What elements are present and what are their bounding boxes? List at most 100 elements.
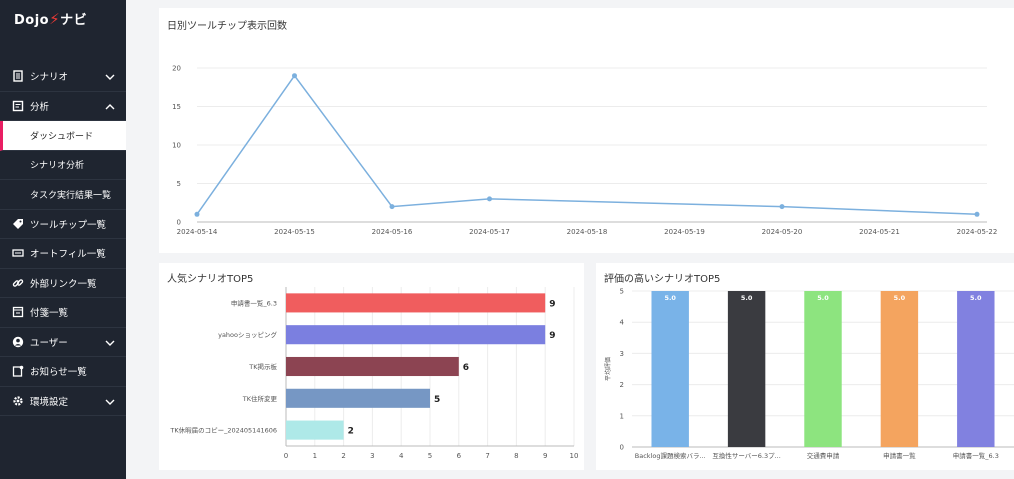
bar-chart: 0 1 2 3 4 5 6 7 8 9 10 申請書一覧_6.3 9 yahooショッピング 9 TK掲示板 6… (169, 287, 579, 460)
bar (651, 291, 689, 447)
value-label: 5.0 (664, 294, 676, 302)
chevron-up-icon[interactable] (104, 101, 116, 113)
sidebar-item-scenario[interactable]: シナリオ (0, 62, 126, 92)
value-label: 5.0 (970, 294, 982, 302)
bar (880, 291, 919, 447)
y-tick-label: 0 (620, 444, 624, 452)
data-point (487, 196, 492, 202)
bar (286, 325, 546, 345)
x-tick-label: 10 (570, 452, 579, 460)
x-tick-label: 2024-05-22 (957, 228, 998, 236)
y-tick-label: 2 (620, 381, 624, 389)
user-circle-icon (11, 335, 24, 348)
report-icon (11, 99, 24, 112)
value-label: 6 (463, 363, 469, 373)
x-tick-label: 2024-05-18 (567, 228, 608, 236)
category-label: 申請書一覧 (883, 451, 916, 460)
logo-suffix: ナビ (60, 13, 88, 28)
value-label: 5.0 (741, 294, 753, 302)
category-label: 互換性サーバー6.3プ... (712, 451, 780, 460)
y-tick-label: 5 (177, 180, 181, 188)
sidebar-item-settings[interactable]: 環境設定 (0, 387, 126, 416)
sidebar-item-autofill[interactable]: オートフィル一覧 (0, 239, 126, 269)
y-axis-title: 平均評価 (604, 357, 612, 381)
x-tick-label: 2024-05-17 (469, 228, 510, 236)
x-tick-label: 2024-05-14 (177, 228, 218, 236)
x-tick-label: 2024-05-21 (859, 228, 900, 236)
value-label: 5.0 (817, 294, 829, 302)
sidebar-item-label: オートフィル一覧 (30, 249, 106, 261)
sidebar-item-tooltips[interactable]: ツールチップ一覧 (0, 210, 126, 239)
sidebar-item-notices[interactable]: お知らせ一覧 (0, 357, 126, 387)
rating-chart-card: 評価の高いシナリオTOP5 0 1 2 3 4 5 平均評価 5.0 Backlog課題検索バラ… (596, 263, 1014, 470)
bar (286, 293, 546, 313)
chevron-down-icon[interactable] (104, 396, 116, 408)
data-point (389, 204, 395, 210)
x-tick-label: 2024-05-15 (274, 228, 315, 236)
bar (286, 356, 459, 377)
x-tick-label: 2024-05-16 (372, 228, 413, 236)
y-tick-label: 3 (620, 350, 624, 358)
x-tick-label: 4 (399, 452, 404, 460)
sidebar-item-label: ツールチップ一覧 (30, 219, 107, 231)
bar-chart-card: 人気シナリオTOP5 0 1 2 3 4 5 6 7 8 9 10 申請書一覧_6.3 9 yahooショ… (159, 263, 584, 470)
x-tick-label: 7 (485, 452, 489, 460)
sidebar-item-label: 分析 (30, 101, 50, 113)
category-label: Backlog課題検索バラ... (635, 451, 706, 460)
bar (957, 291, 995, 447)
data-point (779, 204, 785, 210)
y-tick-label: 20 (172, 65, 181, 73)
sidebar-subitem-scenario-analysis[interactable]: シナリオ分析 (0, 151, 126, 180)
bar (286, 388, 430, 408)
sidebar-item-label: 環境設定 (30, 396, 69, 408)
category-label: 申請書一覧_6.3 (953, 451, 999, 460)
y-tick-label: 5 (620, 288, 624, 296)
chevron-down-icon[interactable] (104, 71, 116, 83)
sidebar-item-label: 付箋一覧 (30, 308, 69, 320)
logo-text: Dojo (14, 13, 50, 28)
sidebar-item-analysis[interactable]: 分析 (0, 92, 126, 121)
sidebar-item-sticky-notes[interactable]: 付箋一覧 (0, 298, 126, 328)
category-label: TK休暇届のコピー_202405141606 (169, 426, 277, 435)
sidebar-subitem-task-results[interactable]: タスク実行結果一覧 (0, 180, 126, 210)
line-chart: 0 5 10 15 20 2024-05-14 2024-05-15 2024-05-16 20… (172, 65, 998, 237)
link-icon (11, 276, 24, 289)
sidebar-item-label: 外部リンク一覧 (30, 278, 97, 290)
sidebar-item-label: シナリオ (30, 72, 69, 84)
category-label: TK掲示板 (248, 362, 277, 371)
sidebar-item-users[interactable]: ユーザー (0, 328, 126, 357)
bar (804, 291, 842, 447)
data-point (292, 73, 297, 79)
line-chart-title: 日別ツールチップ表示回数 (167, 21, 287, 32)
tag-icon (11, 217, 24, 230)
category-label: 交通費申請 (807, 451, 840, 460)
y-tick-label: 4 (620, 319, 625, 327)
category-label: TK住所変更 (242, 394, 278, 403)
notice-icon (11, 365, 24, 378)
app-logo[interactable]: Dojo⚡ナビ (14, 9, 87, 28)
x-tick-label: 3 (370, 452, 374, 460)
logo-mark: ⚡ (49, 10, 61, 28)
x-tick-label: 5 (428, 452, 432, 460)
line-chart-card: 日別ツールチップ表示回数 0 5 10 15 20 2024-05-14 2024-05-1… (159, 8, 1014, 253)
x-tick-label: 0 (284, 452, 288, 460)
x-tick-label: 1 (313, 452, 317, 460)
data-point (974, 211, 980, 217)
y-tick-label: 0 (177, 219, 181, 227)
x-tick-label: 6 (457, 452, 462, 460)
value-label: 9 (549, 331, 555, 341)
sidebar-nav: シナリオ 分析 ダッシュボード シナリオ分析 タスク実行結果一覧 ツールチップ一… (0, 62, 126, 416)
sidebar-item-external-links[interactable]: 外部リンク一覧 (0, 269, 126, 298)
data-point (194, 211, 200, 217)
chevron-down-icon[interactable] (104, 337, 116, 349)
sidebar-subitem-dashboard[interactable]: ダッシュボード (0, 121, 126, 151)
sidebar-item-label: お知らせ一覧 (30, 367, 87, 379)
y-tick-label: 1 (620, 412, 624, 420)
bar (286, 420, 344, 440)
sticky-note-icon (11, 306, 24, 319)
category-label: 申請書一覧_6.3 (231, 298, 277, 307)
y-tick-label: 10 (172, 142, 181, 150)
x-tick-label: 8 (514, 452, 518, 460)
document-icon (11, 70, 24, 83)
bar (727, 291, 766, 447)
